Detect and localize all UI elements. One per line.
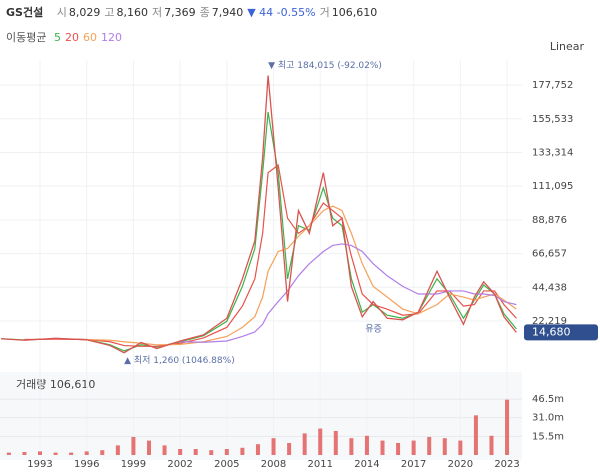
x-tick-label: 1999 (121, 459, 146, 470)
volume-bar (333, 430, 338, 455)
x-tick-label: 2014 (354, 459, 379, 470)
y-tick-label: 111,095 (532, 181, 573, 192)
volume-bar (209, 450, 214, 455)
volume-bar (224, 448, 229, 455)
volume-bar (411, 440, 416, 455)
y-tick-label: 133,314 (532, 147, 573, 158)
volume-bar (442, 438, 447, 455)
legend: 이동평균 5 20 60 120 (6, 29, 126, 45)
scale-mode[interactable]: Linear (550, 40, 585, 53)
x-tick-label: 2008 (261, 459, 286, 470)
quote-value: 106,610 (331, 6, 378, 19)
volume-bar (162, 445, 167, 455)
y-tick-label: 177,752 (532, 80, 573, 91)
price-line (1, 75, 517, 354)
volume-bar (458, 440, 463, 455)
volume-bar (349, 438, 354, 455)
last-price-label: 14,680 (532, 325, 571, 338)
volume-bar (240, 447, 245, 455)
price-change: ▼ 44 -0.55% (247, 6, 316, 19)
x-tick-label: 2023 (494, 459, 519, 470)
quote-value: 7,940 (211, 6, 244, 19)
volume-title: 거래량 106,610 (16, 378, 95, 391)
volume-bar (473, 415, 478, 455)
legend-entry: 60 (82, 31, 97, 44)
volume-bar (505, 399, 510, 455)
volume-bar (255, 444, 260, 455)
legend-entry: 120 (100, 31, 122, 44)
volume-bar (178, 448, 183, 455)
y-tick-label: 46.5m (532, 394, 564, 405)
moving-average-line (24, 164, 517, 347)
legend-entry: 5 (53, 31, 61, 44)
legend-title: 이동평균 (6, 31, 47, 44)
annotation: ▼ 최고 184,015 (-92.02%) (268, 60, 382, 71)
x-tick-label: 1996 (74, 459, 99, 470)
x-tick-label: 2005 (214, 459, 239, 470)
volume-bar (6, 452, 11, 455)
volume-bar (115, 445, 120, 455)
quote-label: 고 (104, 6, 115, 19)
quote-label: 종 (199, 6, 210, 19)
y-tick-label: 22,219 (532, 316, 567, 327)
quote-label: 저 (151, 6, 163, 19)
volume-bar (22, 451, 27, 455)
y-tick-label: 66,657 (532, 249, 567, 260)
quote-value: 8,029 (68, 6, 101, 19)
quote-header: GS건설 시 8,029 고 8,160 저 7,369 종 7,940 ▼ 44 -0.55%… (6, 4, 377, 20)
volume-bar (69, 452, 74, 455)
x-tick-label: 2017 (401, 459, 426, 470)
annotation: 유증 (365, 323, 382, 334)
last-price-tag (524, 324, 598, 341)
volume-bar (364, 435, 369, 455)
volume-bar (287, 442, 292, 455)
volume-bar (427, 436, 432, 455)
y-tick-label: 15.5m (532, 431, 564, 442)
volume-bar (396, 442, 401, 455)
legend-entry: 20 (64, 31, 79, 44)
volume-bar (146, 440, 151, 455)
y-tick-label: 31.0m (532, 413, 564, 424)
y-tick-label: 44,438 (532, 282, 567, 293)
volume-bar (271, 438, 276, 455)
x-tick-label: 2020 (448, 459, 473, 470)
x-tick-label: 1993 (27, 459, 52, 470)
moving-average-line (86, 205, 517, 346)
volume-bar (302, 433, 307, 455)
quote-value: 8,160 (116, 6, 148, 19)
volume-bar (380, 440, 385, 455)
volume-bar (38, 451, 43, 455)
y-tick-label: 88,876 (532, 215, 567, 226)
volume-bar (193, 448, 198, 455)
volume-bar (84, 451, 89, 455)
annotation: ▲ 최저 1,260 (1046.88%) (124, 355, 235, 366)
quote-label: 거 (319, 6, 330, 19)
volume-bar (100, 450, 105, 455)
x-tick-label: 2002 (167, 459, 192, 470)
y-tick-label: 155,533 (532, 114, 573, 125)
volume-bar (131, 436, 136, 455)
volume-bar (318, 428, 323, 455)
volume-bar (489, 435, 494, 455)
stock-name: GS건설 (6, 6, 44, 19)
quote-label: 시 (56, 6, 67, 19)
x-tick-label: 2011 (308, 459, 333, 470)
moving-average-line (180, 243, 517, 343)
volume-bar (53, 452, 58, 455)
moving-average-line (1, 111, 517, 352)
quote-value: 7,369 (164, 6, 196, 19)
